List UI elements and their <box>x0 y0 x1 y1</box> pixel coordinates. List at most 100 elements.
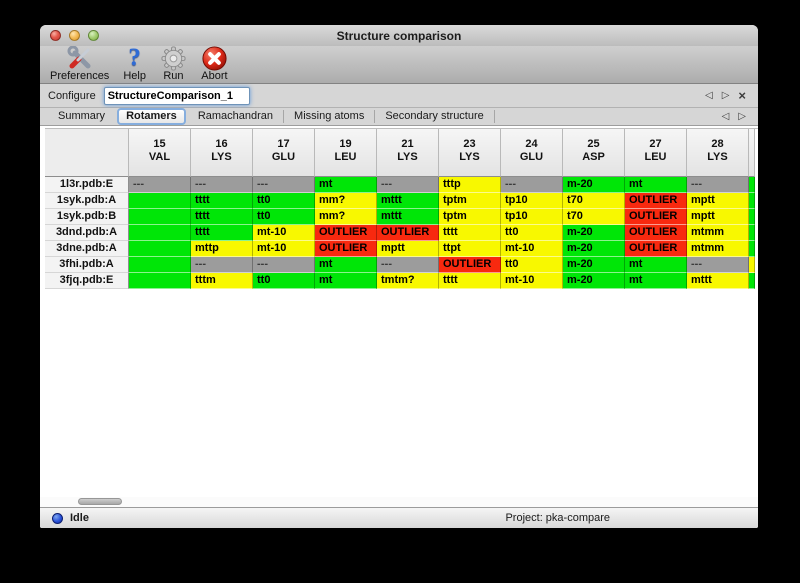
tab-back-arrow-icon[interactable]: ◁ <box>721 110 730 122</box>
row-label[interactable]: 3fhi.pdb:A <box>45 257 129 273</box>
scrollbar-thumb[interactable] <box>78 498 122 505</box>
rotamer-cell[interactable]: OUTLIER <box>377 225 439 241</box>
rotamer-cell[interactable]: mt <box>625 257 687 273</box>
rotamer-cell[interactable]: tttt <box>191 209 253 225</box>
rotamer-cell[interactable] <box>129 273 191 289</box>
rotamer-cell[interactable]: mt <box>315 177 377 193</box>
rotamer-cell[interactable]: --- <box>191 177 253 193</box>
rotamer-cell[interactable]: mt <box>315 257 377 273</box>
row-label[interactable]: 3dnd.pdb:A <box>45 225 129 241</box>
rotamer-cell[interactable]: mptt <box>687 193 749 209</box>
rotamer-cell[interactable]: --- <box>253 257 315 273</box>
rotamer-cell[interactable]: tt0 <box>253 209 315 225</box>
rotamer-cell[interactable]: OUTLIER <box>625 225 687 241</box>
rotamer-cell[interactable] <box>129 257 191 273</box>
rotamer-cell[interactable]: m-20 <box>563 257 625 273</box>
rotamer-cell[interactable]: --- <box>687 257 749 273</box>
rotamer-cell[interactable]: tt0 <box>253 193 315 209</box>
rotamer-cell-partial[interactable] <box>749 177 755 193</box>
rotamer-cell[interactable]: --- <box>501 177 563 193</box>
rotamer-cell[interactable]: mt <box>625 177 687 193</box>
rotamer-cell[interactable]: tttt <box>439 225 501 241</box>
rotamer-cell[interactable]: mptt <box>687 209 749 225</box>
rotamer-cell[interactable]: tttp <box>439 177 501 193</box>
rotamer-cell-partial[interactable] <box>749 257 755 273</box>
rotamer-cell[interactable]: tttt <box>191 225 253 241</box>
rotamer-cell[interactable]: tptm <box>439 209 501 225</box>
rotamer-cell[interactable]: mtmm <box>687 241 749 257</box>
rotamer-cell[interactable] <box>129 193 191 209</box>
rotamer-cell[interactable]: m-20 <box>563 273 625 289</box>
rotamer-cell[interactable]: OUTLIER <box>625 241 687 257</box>
rotamer-cell[interactable]: mptt <box>377 241 439 257</box>
horizontal-scrollbar[interactable] <box>40 497 758 507</box>
tab-ramachandran[interactable]: Ramachandran <box>197 110 274 122</box>
rotamer-cell[interactable]: m-20 <box>563 241 625 257</box>
forward-arrow-icon[interactable]: ▷ <box>721 89 730 101</box>
row-label[interactable]: 3fjq.pdb:E <box>45 273 129 289</box>
column-header-17[interactable]: 17 GLU <box>253 129 315 177</box>
tab-secondary-structure[interactable]: Secondary structure <box>374 110 493 123</box>
zoom-window-button[interactable] <box>88 30 99 41</box>
rotamer-cell[interactable]: mt-10 <box>253 225 315 241</box>
column-header-19[interactable]: 19 LEU <box>315 129 377 177</box>
tab-rotamers[interactable]: Rotamers <box>117 108 186 125</box>
tab-summary[interactable]: Summary <box>58 110 106 122</box>
rotamer-cell[interactable]: tp10 <box>501 193 563 209</box>
rotamer-cell-partial[interactable] <box>749 209 755 225</box>
rotamer-cell[interactable]: ttpt <box>439 241 501 257</box>
column-header-16[interactable]: 16 LYS <box>191 129 253 177</box>
rotamer-cell[interactable]: tttt <box>439 273 501 289</box>
configure-input[interactable] <box>103 86 250 105</box>
rotamer-cell[interactable] <box>129 241 191 257</box>
column-header-21[interactable]: 21 LYS <box>377 129 439 177</box>
back-arrow-icon[interactable]: ◁ <box>705 89 713 101</box>
rotamer-cell[interactable]: tptm <box>439 193 501 209</box>
rotamer-cell[interactable]: --- <box>253 177 315 193</box>
rotamer-cell[interactable]: mtmm <box>687 225 749 241</box>
rotamer-cell[interactable]: --- <box>377 257 439 273</box>
rotamer-cell[interactable]: m-20 <box>563 177 625 193</box>
column-header-27[interactable]: 27 LEU <box>625 129 687 177</box>
rotamer-cell[interactable]: mm? <box>315 193 377 209</box>
rotamer-cell[interactable]: mttp <box>191 241 253 257</box>
rotamer-cell[interactable]: tt0 <box>501 257 563 273</box>
column-header-24[interactable]: 24 GLU <box>501 129 563 177</box>
abort-button[interactable]: Abort <box>201 45 228 82</box>
rotamer-cell[interactable]: tttt <box>191 193 253 209</box>
rotamer-cell[interactable]: t70 <box>563 193 625 209</box>
rotamer-cell[interactable]: --- <box>687 177 749 193</box>
rotamer-cell[interactable]: OUTLIER <box>315 241 377 257</box>
help-button[interactable]: ? Help <box>123 45 146 82</box>
rotamer-cell-partial[interactable] <box>749 273 755 289</box>
row-label[interactable]: 1l3r.pdb:E <box>45 177 129 193</box>
close-icon[interactable]: × <box>738 87 746 103</box>
rotamer-cell[interactable]: mt-10 <box>501 241 563 257</box>
rotamer-cell[interactable]: --- <box>191 257 253 273</box>
rotamer-cell[interactable] <box>129 209 191 225</box>
rotamer-cell[interactable]: tttm <box>191 273 253 289</box>
rotamer-cell[interactable]: OUTLIER <box>625 209 687 225</box>
column-header-25[interactable]: 25 ASP <box>563 129 625 177</box>
row-label[interactable]: 1syk.pdb:A <box>45 193 129 209</box>
column-header-23[interactable]: 23 LYS <box>439 129 501 177</box>
rotamer-cell[interactable]: tp10 <box>501 209 563 225</box>
row-label[interactable]: 1syk.pdb:B <box>45 209 129 225</box>
rotamer-cell[interactable]: tmtm? <box>377 273 439 289</box>
rotamer-cell[interactable]: OUTLIER <box>625 193 687 209</box>
rotamer-cell[interactable]: mt-10 <box>501 273 563 289</box>
rotamer-cell[interactable]: mttt <box>377 193 439 209</box>
rotamer-cell-partial[interactable] <box>749 241 755 257</box>
close-window-button[interactable] <box>50 30 61 41</box>
minimize-window-button[interactable] <box>69 30 80 41</box>
rotamer-cell[interactable]: mttt <box>687 273 749 289</box>
rotamer-cell[interactable] <box>129 225 191 241</box>
rotamer-cell[interactable]: --- <box>129 177 191 193</box>
rotamer-cell[interactable]: mt <box>315 273 377 289</box>
tab-missing-atoms[interactable]: Missing atoms <box>283 110 374 123</box>
rotamer-cell-partial[interactable] <box>749 225 755 241</box>
column-header-28[interactable]: 28 LYS <box>687 129 749 177</box>
rotamer-cell[interactable]: mttt <box>377 209 439 225</box>
tab-forward-arrow-icon[interactable]: ▷ <box>738 110 746 122</box>
preferences-button[interactable]: Preferences <box>50 45 109 82</box>
